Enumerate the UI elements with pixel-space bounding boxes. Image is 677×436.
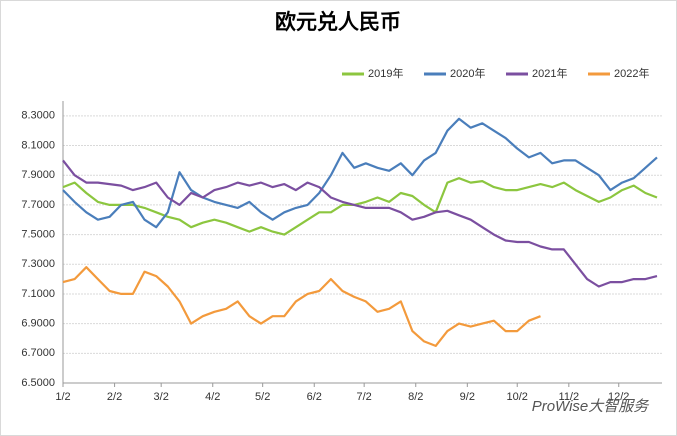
plot-area: [63, 101, 662, 383]
y-tick-label: 7.1000: [21, 288, 55, 300]
x-tick-label: 9/2: [460, 391, 475, 403]
series-line: [62, 117, 658, 229]
x-tick-label: 5/2: [255, 391, 270, 403]
watermark: ProWise大智服务: [532, 398, 651, 415]
y-tick-label: 8.1000: [21, 139, 55, 151]
x-tick-label: 11/2: [559, 391, 580, 403]
y-tick-label: 6.5000: [21, 377, 55, 389]
x-tick-label: 1/2: [55, 391, 70, 403]
x-tick-label: 12/2: [608, 391, 629, 403]
y-tick-label: 7.7000: [21, 199, 55, 211]
x-tick-label: 2/2: [107, 391, 122, 403]
legend-label: 2022年: [614, 66, 649, 80]
legend-label: 2019年: [368, 66, 403, 80]
x-tick-label: 8/2: [408, 391, 423, 403]
series-line: [62, 159, 658, 288]
y-tick-label: 8.3000: [21, 110, 55, 122]
y-tick-label: 7.5000: [21, 228, 55, 240]
x-tick-label: 7/2: [357, 391, 372, 403]
series-line: [62, 266, 541, 347]
chart-title: 欧元兑人民币: [275, 10, 401, 34]
x-tick-label: 3/2: [154, 391, 169, 403]
y-tick-label: 7.9000: [21, 169, 55, 181]
legend-label: 2020年: [450, 66, 485, 80]
series-line: [62, 177, 658, 236]
y-tick-label: 6.7000: [21, 347, 55, 359]
legend-label: 2021年: [532, 66, 567, 80]
x-tick-label: 6/2: [307, 391, 322, 403]
y-tick-label: 6.9000: [21, 318, 55, 330]
y-tick-label: 7.3000: [21, 258, 55, 270]
x-tick-label: 4/2: [205, 391, 220, 403]
x-tick-label: 10/2: [507, 391, 528, 403]
